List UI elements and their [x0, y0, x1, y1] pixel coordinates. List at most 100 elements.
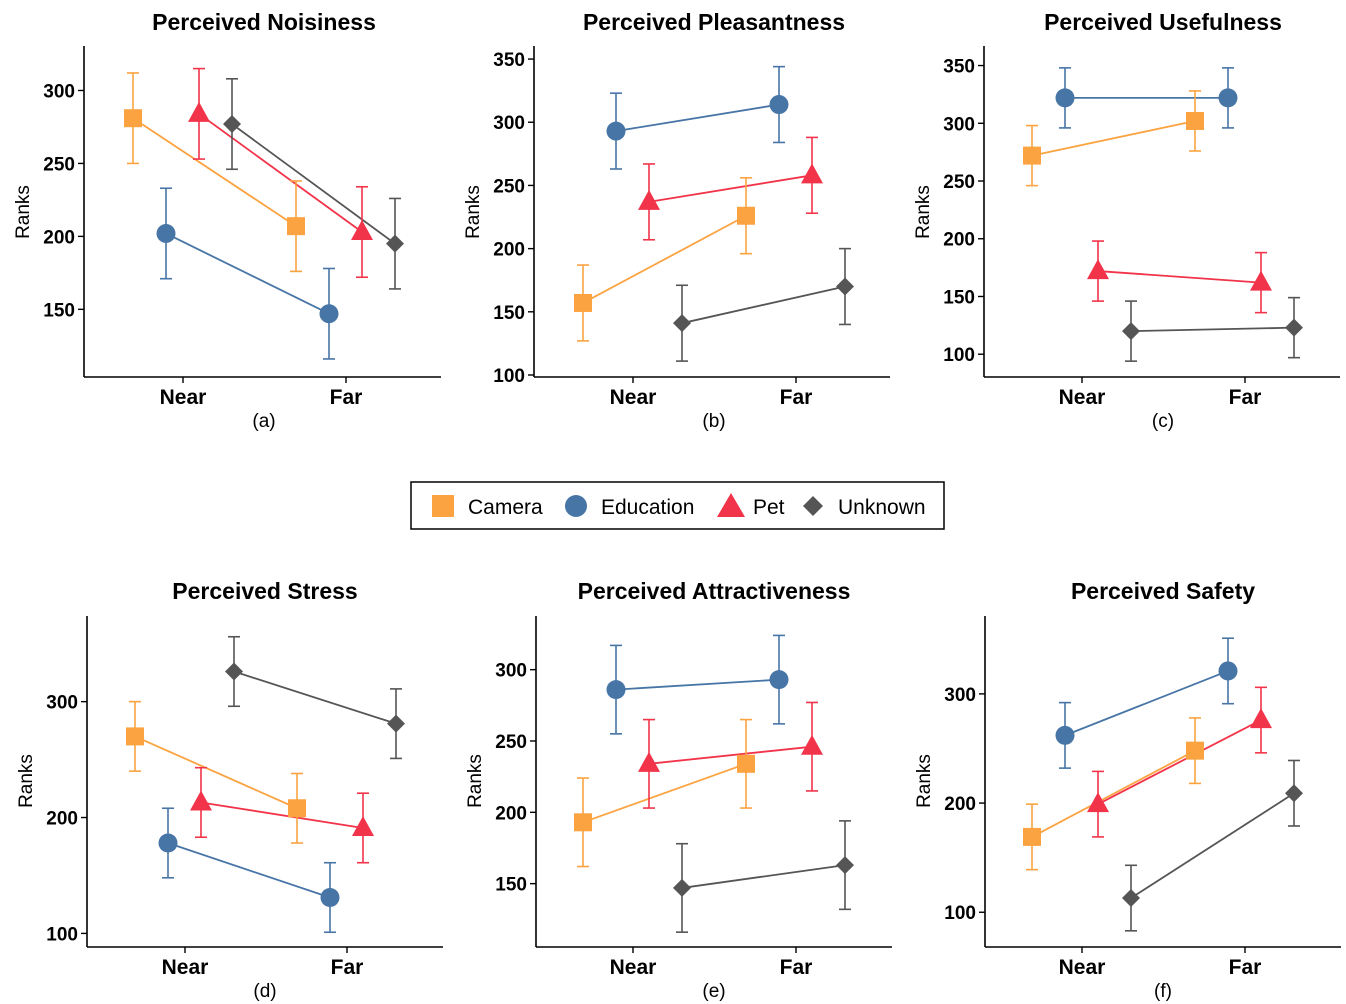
y-tick-label: 200	[43, 227, 75, 248]
series-line-pet	[198, 113, 363, 233]
y-tick-label: 300	[944, 685, 976, 706]
y-tick-label: 300	[43, 81, 75, 102]
x-tick-label: Far	[780, 386, 813, 409]
legend-marker	[565, 495, 587, 517]
data-point-education	[769, 95, 789, 115]
series-line-pet	[648, 745, 813, 765]
y-axis-label: Ranks	[13, 185, 34, 239]
series-line-pet	[1097, 719, 1262, 805]
data-point-pet	[190, 790, 212, 811]
x-tick-label: Near	[1059, 956, 1106, 979]
data-point-education	[606, 680, 626, 700]
data-point-pet	[1250, 708, 1272, 729]
data-point-education	[1055, 88, 1075, 108]
series-line-unknown	[233, 670, 397, 725]
data-point-pet	[1087, 259, 1109, 280]
data-point-pet	[638, 189, 660, 210]
y-axis-label: Ranks	[914, 754, 935, 808]
series-line-pet	[200, 801, 364, 829]
data-point-camera	[737, 754, 755, 773]
data-point-pet	[638, 751, 660, 772]
data-point-unknown	[673, 878, 691, 897]
y-tick-label: 100	[493, 366, 525, 387]
data-point-education	[320, 887, 340, 907]
chart-panel-6: Perceived Safety 100 200 300 Near Far Ranks (f)	[914, 578, 1341, 1002]
data-point-camera	[124, 109, 142, 128]
chart-panel-2: Perceived Pleasantness 100 150 200 250 300 350…	[463, 9, 890, 432]
series-line-camera	[134, 735, 298, 810]
data-point-camera	[288, 799, 306, 818]
y-axis-label: Ranks	[463, 185, 484, 239]
x-tick-label: Near	[162, 956, 209, 979]
data-point-pet	[801, 734, 823, 755]
y-tick-label: 300	[943, 114, 975, 135]
series-line-unknown	[681, 285, 846, 325]
panel-caption: (b)	[702, 411, 725, 432]
panel-caption: (f)	[1154, 981, 1172, 1002]
data-point-camera	[574, 293, 592, 312]
chart-panel-1: Perceived Noisiness 150 200 250 300 Near Far Ra…	[13, 9, 441, 432]
legend-label: Camera	[468, 496, 543, 519]
chart-title: Perceived Noisiness	[152, 9, 376, 35]
x-tick-label: Near	[1059, 386, 1106, 409]
legend-label: Education	[601, 496, 694, 519]
data-point-pet	[351, 220, 373, 241]
series-line-education	[167, 842, 331, 899]
data-point-camera	[737, 206, 755, 225]
x-tick-label: Far	[331, 956, 364, 979]
y-tick-label: 250	[493, 176, 525, 197]
data-point-unknown	[673, 314, 691, 333]
y-axis-label: Ranks	[913, 185, 934, 239]
data-point-camera	[1186, 111, 1204, 130]
y-tick-label: 300	[46, 693, 78, 714]
data-point-unknown	[386, 234, 404, 253]
x-tick-label: Far	[780, 956, 813, 979]
chart-panel-4: Perceived Stress 100 200 300 Near Far Ranks (d)	[16, 578, 443, 1002]
series-line-pet	[1097, 270, 1262, 284]
series-line-education	[615, 678, 780, 691]
data-point-camera	[1023, 827, 1041, 846]
data-point-education	[606, 121, 626, 141]
series-line-camera	[132, 117, 297, 227]
y-tick-label: 150	[43, 300, 75, 321]
data-point-pet	[188, 101, 210, 122]
panel-caption: (c)	[1152, 411, 1174, 432]
series-line-camera	[582, 762, 747, 824]
panel-caption: (a)	[252, 411, 275, 432]
data-point-pet	[352, 815, 374, 836]
series-line-unknown	[231, 123, 396, 245]
data-point-education	[319, 304, 339, 324]
chart-title: Perceived Stress	[172, 578, 357, 604]
y-tick-label: 200	[944, 794, 976, 815]
y-axis-label: Ranks	[465, 754, 486, 808]
data-point-unknown	[223, 115, 241, 134]
y-tick-label: 250	[943, 172, 975, 193]
data-point-education	[1218, 661, 1238, 681]
y-tick-label: 300	[493, 113, 525, 134]
x-tick-label: Far	[1229, 956, 1262, 979]
series-line-unknown	[681, 864, 846, 889]
data-point-pet	[1087, 792, 1109, 813]
legend: Camera Education Pet Unknown	[410, 481, 945, 530]
data-point-camera	[287, 217, 305, 236]
y-tick-label: 150	[493, 303, 525, 324]
legend-item-pet: Pet	[717, 493, 785, 519]
data-point-education	[769, 670, 789, 690]
data-point-unknown	[836, 856, 854, 875]
series-line-camera	[1031, 749, 1196, 838]
x-tick-label: Far	[1229, 386, 1262, 409]
legend-marker	[717, 493, 745, 517]
y-tick-label: 150	[943, 287, 975, 308]
series-line-pet	[648, 174, 813, 203]
y-tick-label: 100	[944, 903, 976, 924]
chart-panel-3: Perceived Usefulness 100 150 200 250 300 350 Ne…	[913, 9, 1340, 432]
legend-item-unknown: Unknown	[803, 496, 926, 519]
data-point-camera	[1186, 741, 1204, 760]
x-tick-label: Far	[330, 386, 363, 409]
data-point-unknown	[225, 662, 243, 681]
y-tick-label: 200	[46, 809, 78, 830]
data-point-pet	[801, 163, 823, 184]
data-point-unknown	[1122, 322, 1140, 341]
legend-label: Pet	[753, 496, 785, 519]
